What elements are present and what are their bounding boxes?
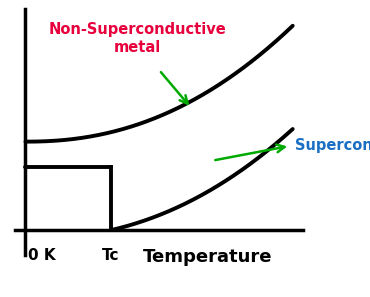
Text: 0 K: 0 K	[28, 248, 56, 263]
Text: Non-Superconductive
metal: Non-Superconductive metal	[49, 22, 226, 55]
Text: Superconductor: Superconductor	[295, 138, 370, 153]
Text: Tc: Tc	[102, 248, 120, 263]
Text: Temperature: Temperature	[142, 248, 272, 266]
